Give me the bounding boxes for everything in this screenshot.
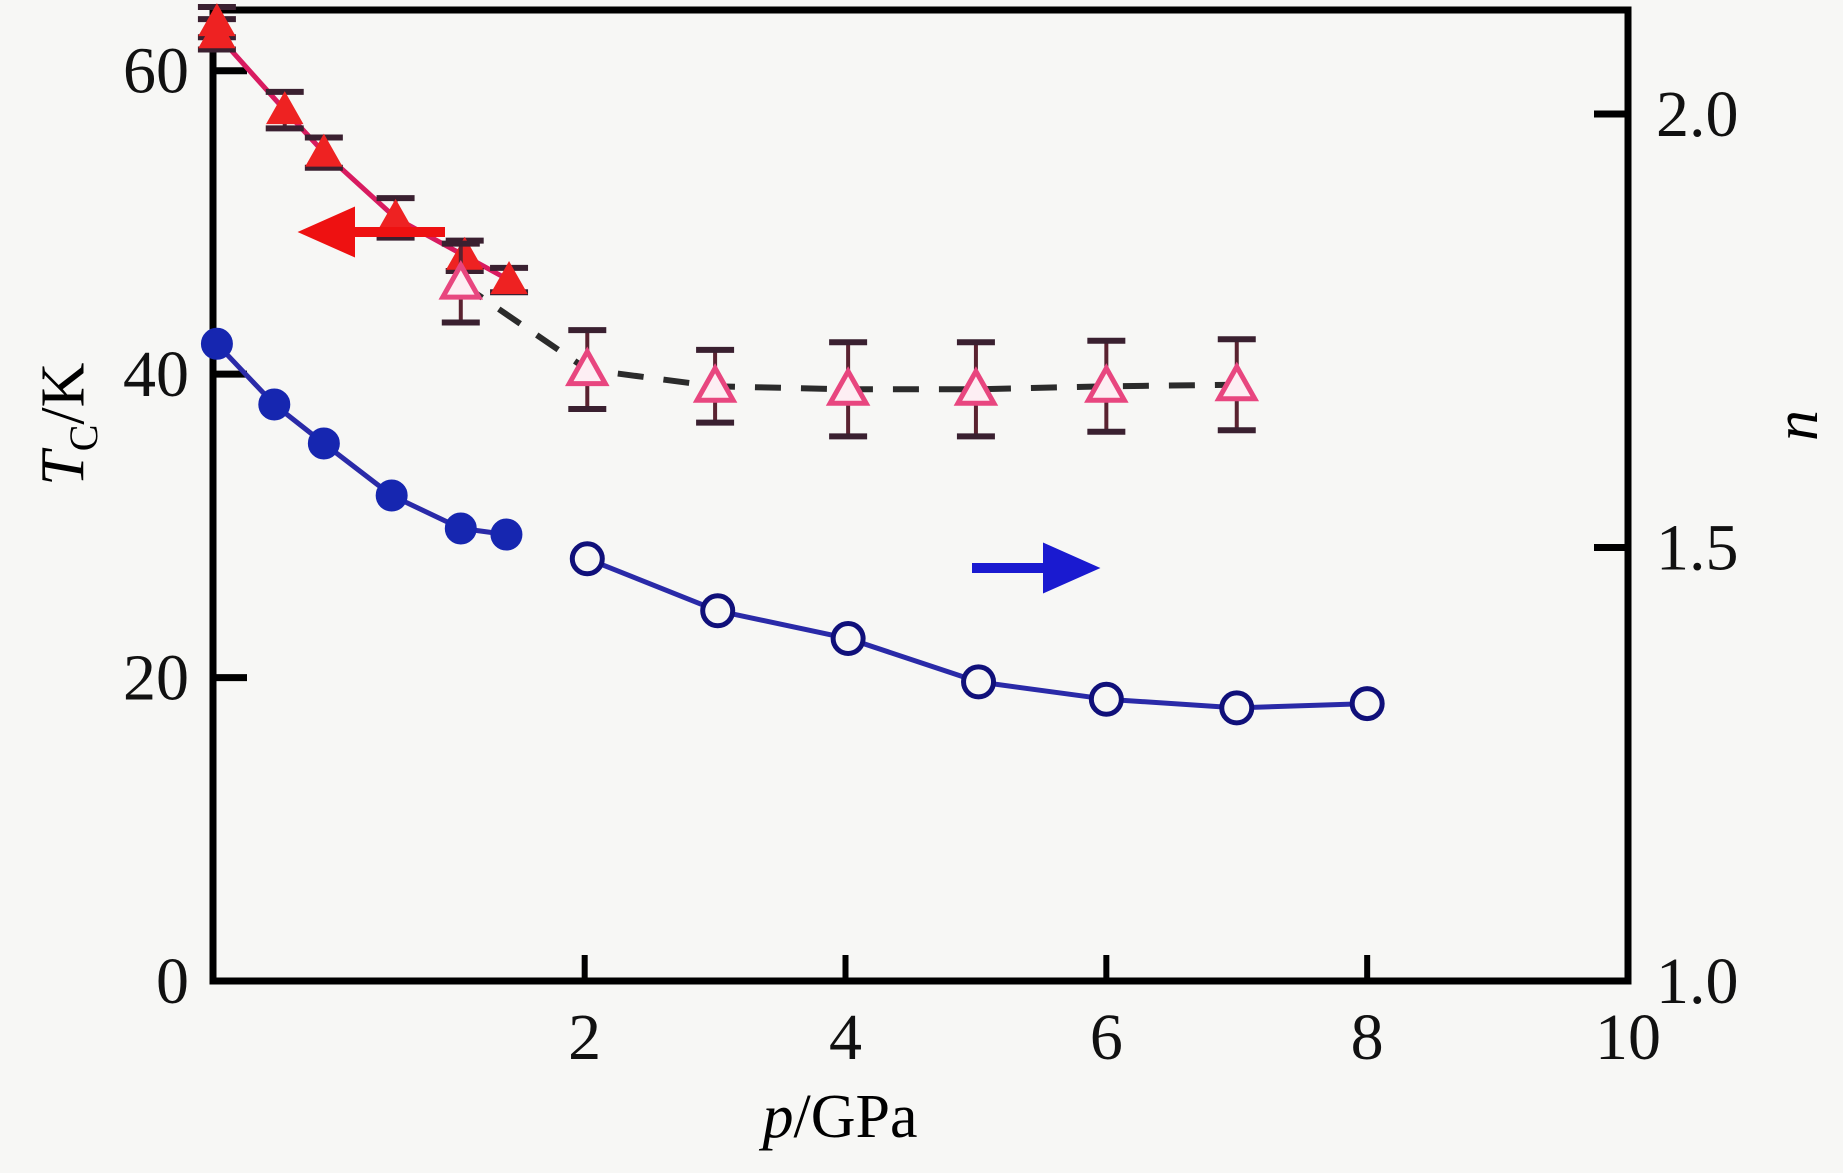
y-right-axis-title: n [1752,390,1842,461]
marker-filled-triangle [305,133,343,167]
arrow-head [1043,542,1101,594]
marker-open-triangle [1084,363,1129,403]
marker-filled-circle [490,518,523,551]
marker-open-triangle [1214,361,1260,402]
axes-group [209,6,1632,985]
series-group [197,3,1385,726]
y-left-tick-label-40: 40 [123,338,189,411]
marker-open-triangle [565,346,610,387]
y-left-title-sub: C [60,424,106,452]
x-tick-label-6: 6 [1090,1001,1123,1074]
marker-open-circle [700,593,736,629]
y-right-tick-label-1.5: 1.5 [1656,512,1739,585]
y-left-tick-label-0: 0 [156,945,189,1018]
y-left-title-main: T [29,451,98,486]
marker-filled-circle [375,479,408,512]
marker-filled-circle [200,327,233,360]
marker-filled-circle [258,388,291,421]
marker-filled-circle [444,512,477,545]
series-open-circle [569,541,1385,726]
marker-open-triangle [438,259,484,300]
plot-frame [209,6,1632,985]
x-title-main: p [762,1083,794,1151]
arrow-head [297,206,355,258]
marker-open-circle [569,541,605,577]
marker-open-circle [830,621,866,657]
y-right-title-text: n [1762,410,1831,441]
marker-open-triangle [953,366,999,406]
annotation-right-arrow [972,542,1101,594]
series-open-triangle [438,240,1260,440]
y-left-tick-label-20: 20 [123,642,189,715]
marker-filled-triangle [490,261,528,295]
y-right-tick-label-2: 2.0 [1656,78,1739,151]
y-left-title-rest: /K [29,362,98,425]
x-tick-label-2: 2 [568,1001,601,1074]
marker-open-circle [961,664,997,700]
y-left-axis-title: TC/K [6,363,126,486]
y-right-tick-label-1: 1.0 [1656,945,1739,1018]
x-tick-label-8: 8 [1351,1001,1384,1074]
marker-filled-circle [307,427,340,460]
marker-open-circle [1219,690,1255,726]
tick-labels-group: 2 4 6 8 10 0 20 40 60 1.0 1.5 2.0 [123,35,1739,1074]
marker-open-circle [1349,686,1385,722]
marker-filled-triangle [266,91,304,125]
y-left-tick-label-60: 60 [123,35,189,108]
x-axis-title: p/GPa [0,1082,1680,1153]
marker-open-circle [1088,681,1124,717]
marker-open-triangle [692,363,738,403]
x-title-rest: /GPa [793,1083,918,1151]
annotations-group [297,206,1101,594]
annotation-left-arrow [297,206,445,258]
series-filled-circle [200,327,523,551]
series-filled-triangle [197,3,529,296]
x-tick-label-4: 4 [829,1001,862,1074]
x-tick-label-10: 10 [1595,1001,1661,1074]
marker-open-triangle [825,366,871,406]
marker-filled-triangle [198,15,236,49]
